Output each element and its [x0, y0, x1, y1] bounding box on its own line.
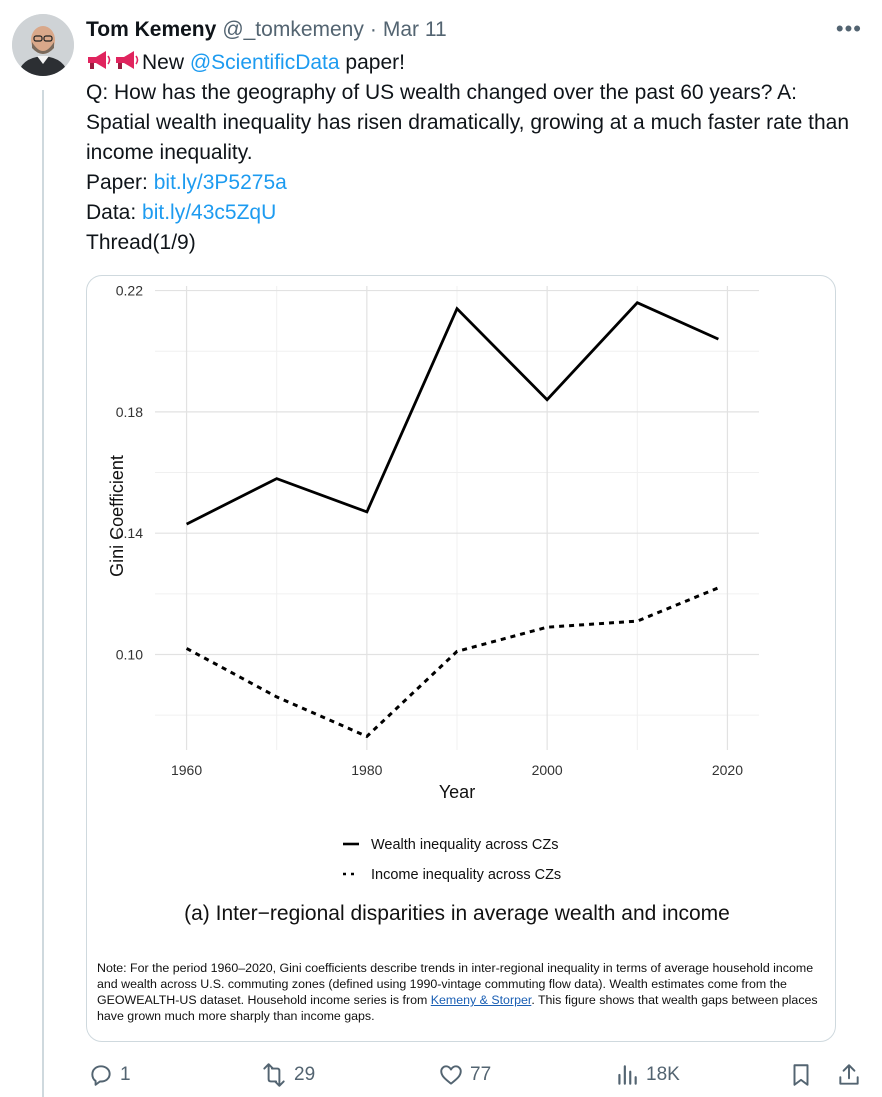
x-tick-label: 2000: [532, 762, 563, 778]
share-icon: [839, 1064, 859, 1085]
tweet-intro-end: paper!: [339, 51, 405, 74]
more-options-icon[interactable]: •••: [835, 16, 862, 41]
x-tick-label: 1960: [171, 762, 202, 778]
thread-label: Thread(1/9): [86, 231, 196, 254]
author-handle[interactable]: @_tomkemeny: [222, 18, 364, 41]
tweet-date[interactable]: Mar 11: [382, 18, 447, 41]
chart-lines: [185, 301, 719, 739]
views-button[interactable]: 18K: [614, 1062, 680, 1088]
retweet-icon: [263, 1063, 285, 1087]
tweet-intro: New: [142, 51, 190, 74]
y-tick-labels: 0.10 0.14 0.18 0.22: [116, 283, 143, 663]
bookmark-button[interactable]: [788, 1062, 814, 1088]
separator-dot: ·: [369, 18, 377, 41]
x-axis-label: Year: [439, 782, 475, 802]
paper-link[interactable]: bit.ly/3P5275a: [153, 171, 287, 194]
series-line-income: [185, 586, 719, 739]
paper-label: Paper:: [86, 171, 154, 194]
tweet-body: Q: How has the geography of US wealth ch…: [86, 81, 850, 164]
legend-label: Income inequality across CZs: [371, 867, 561, 883]
like-button[interactable]: 77: [438, 1062, 491, 1088]
share-button[interactable]: [836, 1062, 862, 1088]
note-end: . This figure shows that wealth gaps bet…: [97, 993, 818, 1023]
retweet-button[interactable]: 29: [260, 1062, 315, 1088]
action-bar: 1 29 77 18K: [86, 1060, 866, 1094]
y-tick-label: 0.14: [116, 525, 143, 541]
chart-legend: Wealth inequality across CZs Income inequ…: [343, 837, 561, 883]
paper-line: Paper: bit.ly/3P5275a: [86, 168, 866, 198]
legend-label: Wealth inequality across CZs: [371, 837, 559, 853]
tweet-text: New @ScientificData paper! Q: How has th…: [86, 48, 866, 258]
thread-line: [42, 90, 44, 1097]
chart-note: Note: For the period 1960–2020, Gini coe…: [97, 960, 827, 1024]
megaphone-icon: [88, 51, 139, 69]
chart-grid: [155, 286, 759, 750]
data-line: Data: bit.ly/43c5ZqU: [86, 198, 866, 228]
chart-svg: 0.10 0.14 0.18 0.22 1960 1980 2000 2020 Year G…: [107, 283, 759, 925]
y-tick-label: 0.18: [116, 404, 143, 420]
data-link[interactable]: bit.ly/43c5ZqU: [142, 201, 277, 224]
data-label: Data:: [86, 201, 143, 224]
y-tick-label: 0.22: [116, 283, 143, 299]
y-axis-label: Gini Coefficient: [107, 455, 127, 577]
chart-caption: (a) Inter−regional disparities in averag…: [184, 902, 730, 925]
author-name[interactable]: Tom Kemeny: [86, 18, 217, 41]
like-count: 77: [470, 1064, 492, 1085]
x-tick-label: 2020: [712, 762, 743, 778]
tweet-media-card[interactable]: 0.10 0.14 0.18 0.22 1960 1980 2000 2020 Year G…: [86, 275, 836, 1042]
avatar[interactable]: [12, 14, 74, 76]
avatar-photo: [12, 14, 74, 76]
reply-icon: [91, 1065, 111, 1086]
heart-icon: [440, 1065, 462, 1085]
x-tick-label: 1980: [351, 762, 382, 778]
tweet-first-line: New @ScientificData paper!: [86, 48, 866, 78]
note-text: Note: For the period 1960–2020, Gini coe…: [97, 961, 814, 1007]
tweet-header: Tom Kemeny @_tomkemeny · Mar 11 •••: [86, 16, 862, 44]
reply-count: 1: [120, 1064, 131, 1085]
y-tick-label: 0.10: [116, 646, 143, 662]
note-link[interactable]: Kemeny & Storper: [430, 993, 532, 1007]
bookmark-icon: [793, 1064, 809, 1086]
x-tick-labels: 1960 1980 2000 2020: [171, 762, 743, 778]
mention-link[interactable]: @ScientificData: [189, 51, 340, 74]
retweet-count: 29: [294, 1064, 316, 1085]
views-count: 18K: [646, 1064, 680, 1085]
reply-button[interactable]: 1: [88, 1062, 131, 1088]
views-icon: [618, 1065, 637, 1085]
series-line-wealth: [185, 301, 719, 526]
